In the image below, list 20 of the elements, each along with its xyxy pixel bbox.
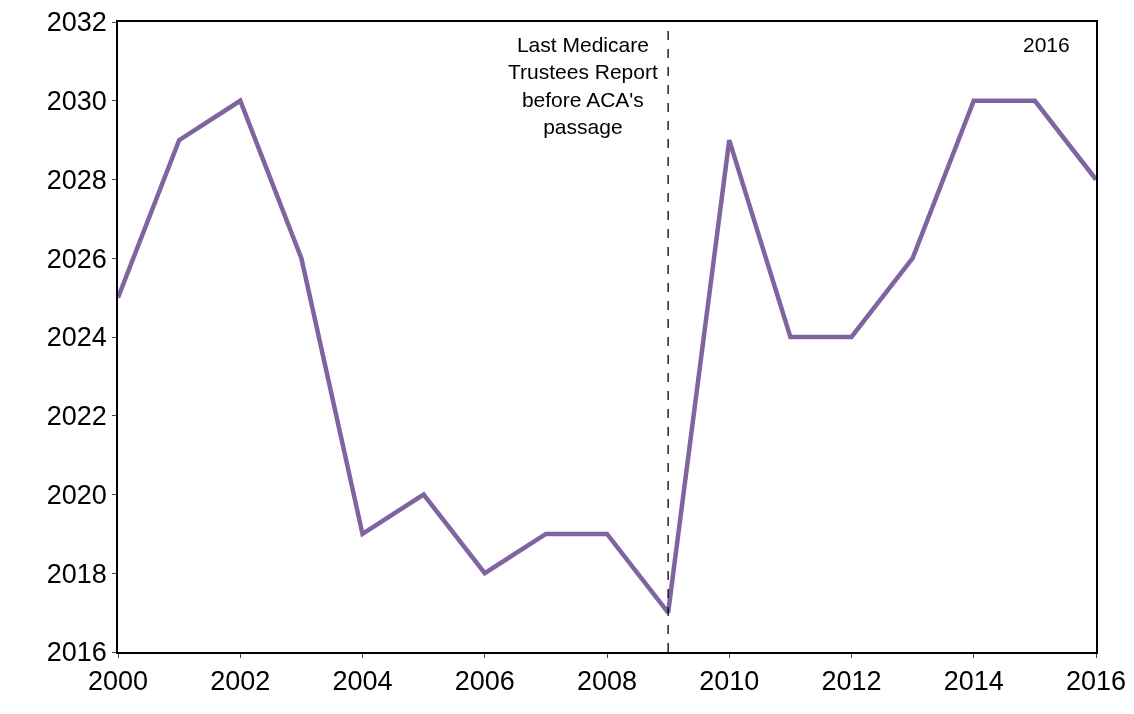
y-tick-label: 2020 [46,479,107,510]
y-tick-label: 2032 [46,7,107,38]
y-tick-label: 2024 [46,322,107,353]
x-tick-label: 2006 [454,666,515,697]
x-tick-label: 2014 [943,666,1004,697]
x-tick-label: 2008 [576,666,638,697]
y-tick-label: 2030 [46,86,107,117]
x-tick-label: 2012 [821,666,882,697]
y-tick-label: 2022 [46,401,107,432]
x-tick-label: 2004 [332,666,393,697]
x-tick-label: 2010 [699,666,760,697]
x-tick-label: 2002 [210,666,271,697]
x-tick-label: 2000 [87,666,149,697]
x-tick-label: 2016 [1065,666,1127,697]
ref-line-label: Last Medicare Trustees Report before ACA's passage [508,33,658,138]
annotation: 2016 [1023,33,1070,56]
y-tick-label: 2018 [46,558,107,589]
y-tick-label: 2026 [46,243,107,274]
y-tick-label: 2016 [46,637,107,668]
y-tick-label: 2028 [46,164,107,195]
